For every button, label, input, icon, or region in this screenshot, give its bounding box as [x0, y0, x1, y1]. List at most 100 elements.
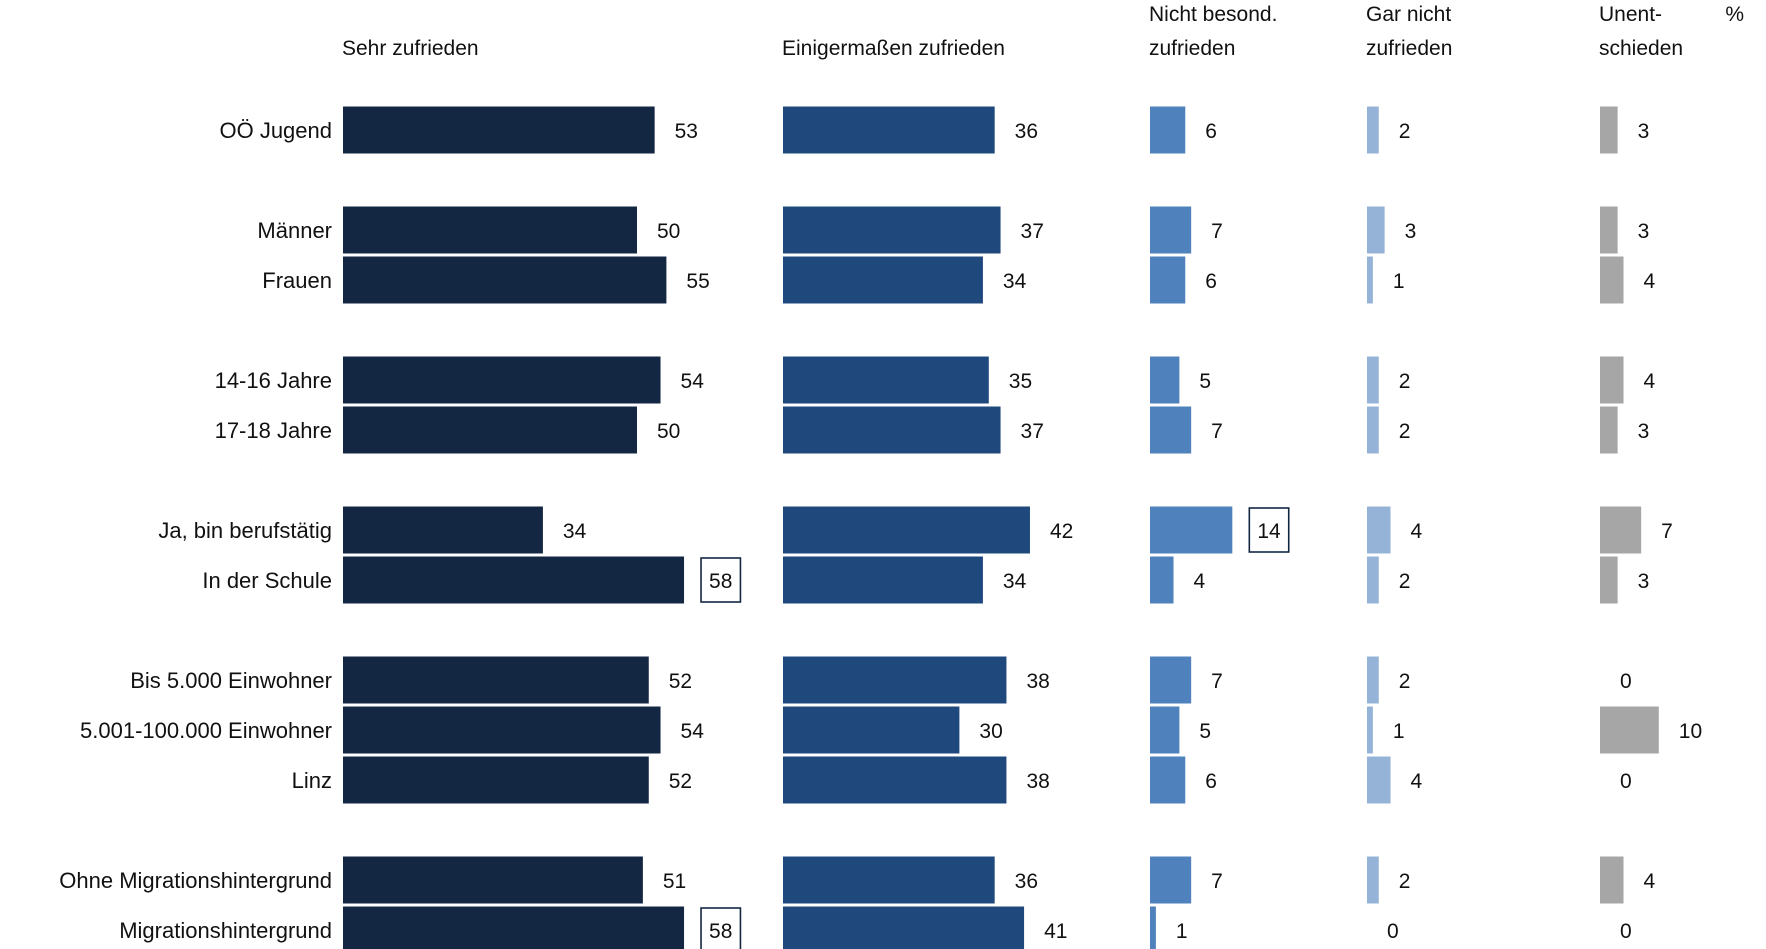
- bar-unentschieden-14-16-jahre: [1600, 356, 1624, 404]
- value-label-sehr-zufrieden-14-16-jahre: 54: [681, 370, 705, 393]
- row-label-17-18-jahre: 17-18 Jahre: [215, 418, 332, 443]
- value-label-nicht-besond-zufrieden-14-16-jahre: 5: [1199, 370, 1211, 393]
- bar-nicht-besond-zufrieden-linz: [1150, 756, 1186, 804]
- value-label-gar-nicht-zufrieden-ooe-jugend: 2: [1399, 120, 1411, 143]
- row-labels: OÖ Jugend Männer Frauen 14-16 Jahre 17-18 Ja…: [59, 118, 332, 943]
- bar-nicht-besond-zufrieden-maenner: [1150, 206, 1192, 254]
- value-label-einigermassen-zufrieden-migrationshintergrund: 41: [1044, 920, 1067, 943]
- bar-nicht-besond-zufrieden-bis-5-000-einwohner: [1150, 656, 1192, 704]
- value-label-gar-nicht-zufrieden-in-der-schule: 2: [1399, 570, 1411, 593]
- value-label-sehr-zufrieden-in-der-schule: 58: [709, 570, 732, 593]
- value-label-gar-nicht-zufrieden-frauen: 1: [1393, 270, 1405, 293]
- bar-nicht-besond-zufrieden-ja-bin-berufstaetig: [1150, 506, 1233, 554]
- bar-nicht-besond-zufrieden-ohne-migrationshintergrund: [1150, 856, 1192, 904]
- bar-einigermassen-zufrieden-migrationshintergrund: [783, 906, 1025, 949]
- bar-gar-nicht-zufrieden-ooe-jugend: [1367, 106, 1379, 154]
- row-label-5-001-100-000-einwohner: 5.001-100.000 Einwohner: [80, 718, 332, 743]
- value-label-unentschieden-14-16-jahre: 4: [1644, 370, 1656, 393]
- column-header-einigermassen-zufrieden-line-1: Einigermaßen zufrieden: [782, 37, 1005, 60]
- bar-sehr-zufrieden-14-16-jahre: [343, 356, 661, 404]
- bar-nicht-besond-zufrieden-17-18-jahre: [1150, 406, 1192, 454]
- bar-einigermassen-zufrieden-in-der-schule: [783, 556, 983, 604]
- value-label-sehr-zufrieden-ooe-jugend: 53: [675, 120, 698, 143]
- row-label-ja-bin-berufstaetig: Ja, bin berufstätig: [158, 518, 332, 543]
- bar-nicht-besond-zufrieden-5-001-100-000-einwohner: [1150, 706, 1180, 754]
- bar-unentschieden-5-001-100-000-einwohner: [1600, 706, 1659, 754]
- bar-einigermassen-zufrieden-ja-bin-berufstaetig: [783, 506, 1030, 554]
- column-header-nicht-besond-zufrieden-line-2: zufrieden: [1149, 37, 1235, 60]
- bar-einigermassen-zufrieden-bis-5-000-einwohner: [783, 656, 1007, 704]
- highlight-box-sehr-zufrieden-migrationshintergrund: [700, 907, 742, 949]
- row-label-linz: Linz: [292, 768, 332, 793]
- value-label-gar-nicht-zufrieden-ja-bin-berufstaetig: 4: [1411, 520, 1423, 543]
- bar-gar-nicht-zufrieden-17-18-jahre: [1367, 406, 1379, 454]
- value-label-gar-nicht-zufrieden-17-18-jahre: 2: [1399, 420, 1411, 443]
- bar-gar-nicht-zufrieden-5-001-100-000-einwohner: [1367, 706, 1373, 754]
- value-label-unentschieden-linz: 0: [1620, 770, 1632, 793]
- bar-einigermassen-zufrieden-frauen: [783, 256, 983, 304]
- column-header-unentschieden-line-1: Unent-: [1599, 3, 1662, 26]
- unit-label: %: [1725, 3, 1744, 26]
- bar-sehr-zufrieden-in-der-schule: [343, 556, 685, 604]
- row-label-ohne-migrationshintergrund: Ohne Migrationshintergrund: [59, 868, 332, 893]
- highlight-box-sehr-zufrieden-in-der-schule: [700, 557, 742, 603]
- value-label-gar-nicht-zufrieden-linz: 4: [1411, 770, 1423, 793]
- bar-nicht-besond-zufrieden-ooe-jugend: [1150, 106, 1186, 154]
- highlight-box-nicht-besond-zufrieden-ja-bin-berufstaetig: [1248, 507, 1290, 553]
- bar-sehr-zufrieden-linz: [343, 756, 649, 804]
- value-label-nicht-besond-zufrieden-bis-5-000-einwohner: 7: [1211, 670, 1223, 693]
- bar-gar-nicht-zufrieden-frauen: [1367, 256, 1373, 304]
- bar-sehr-zufrieden-bis-5-000-einwohner: [343, 656, 649, 704]
- bar-unentschieden-ohne-migrationshintergrund: [1600, 856, 1624, 904]
- column-header-gar-nicht-zufrieden-line-2: zufrieden: [1366, 37, 1452, 60]
- bar-sehr-zufrieden-17-18-jahre: [343, 406, 637, 454]
- value-label-nicht-besond-zufrieden-migrationshintergrund: 1: [1176, 920, 1188, 943]
- row-label-migrationshintergrund: Migrationshintergrund: [119, 918, 332, 943]
- value-label-einigermassen-zufrieden-5-001-100-000-einwohner: 30: [979, 720, 1002, 743]
- value-label-sehr-zufrieden-17-18-jahre: 50: [657, 420, 680, 443]
- bar-unentschieden-17-18-jahre: [1600, 406, 1618, 454]
- bar-sehr-zufrieden-ohne-migrationshintergrund: [343, 856, 643, 904]
- value-label-unentschieden-migrationshintergrund: 0: [1620, 920, 1632, 943]
- bar-einigermassen-zufrieden-ohne-migrationshintergrund: [783, 856, 995, 904]
- value-label-sehr-zufrieden-ja-bin-berufstaetig: 34: [563, 520, 587, 543]
- row-label-14-16-jahre: 14-16 Jahre: [215, 368, 332, 393]
- value-label-gar-nicht-zufrieden-ohne-migrationshintergrund: 2: [1399, 870, 1411, 893]
- column-header-gar-nicht-zufrieden-line-1: Gar nicht: [1366, 3, 1451, 26]
- value-label-einigermassen-zufrieden-ooe-jugend: 36: [1015, 120, 1038, 143]
- value-label-nicht-besond-zufrieden-maenner: 7: [1211, 220, 1223, 243]
- bar-sehr-zufrieden-ja-bin-berufstaetig: [343, 506, 543, 554]
- value-label-einigermassen-zufrieden-in-der-schule: 34: [1003, 570, 1027, 593]
- value-label-einigermassen-zufrieden-17-18-jahre: 37: [1021, 420, 1044, 443]
- value-label-unentschieden-17-18-jahre: 3: [1638, 420, 1650, 443]
- row-label-in-der-schule: In der Schule: [202, 568, 332, 593]
- column-header-unentschieden-line-2: schieden: [1599, 37, 1683, 60]
- bar-einigermassen-zufrieden-ooe-jugend: [783, 106, 995, 154]
- bar-gar-nicht-zufrieden-ohne-migrationshintergrund: [1367, 856, 1379, 904]
- value-label-einigermassen-zufrieden-maenner: 37: [1021, 220, 1044, 243]
- bar-gar-nicht-zufrieden-linz: [1367, 756, 1391, 804]
- value-label-einigermassen-zufrieden-ja-bin-berufstaetig: 42: [1050, 520, 1073, 543]
- bar-sehr-zufrieden-maenner: [343, 206, 637, 254]
- bar-unentschieden-in-der-schule: [1600, 556, 1618, 604]
- bar-unentschieden-ja-bin-berufstaetig: [1600, 506, 1642, 554]
- bar-nicht-besond-zufrieden-frauen: [1150, 256, 1186, 304]
- value-label-einigermassen-zufrieden-ohne-migrationshintergrund: 36: [1015, 870, 1038, 893]
- bar-einigermassen-zufrieden-linz: [783, 756, 1007, 804]
- value-label-gar-nicht-zufrieden-maenner: 3: [1405, 220, 1417, 243]
- value-label-gar-nicht-zufrieden-migrationshintergrund: 0: [1387, 920, 1399, 943]
- bar-sehr-zufrieden-5-001-100-000-einwohner: [343, 706, 661, 754]
- row-label-maenner: Männer: [257, 218, 332, 243]
- value-label-gar-nicht-zufrieden-5-001-100-000-einwohner: 1: [1393, 720, 1405, 743]
- value-label-unentschieden-in-der-schule: 3: [1638, 570, 1650, 593]
- bar-unentschieden-maenner: [1600, 206, 1618, 254]
- value-label-unentschieden-5-001-100-000-einwohner: 10: [1679, 720, 1702, 743]
- bar-unentschieden-ooe-jugend: [1600, 106, 1618, 154]
- bar-gar-nicht-zufrieden-14-16-jahre: [1367, 356, 1379, 404]
- value-label-sehr-zufrieden-bis-5-000-einwohner: 52: [669, 670, 692, 693]
- value-label-sehr-zufrieden-migrationshintergrund: 58: [709, 920, 732, 943]
- bar-nicht-besond-zufrieden-14-16-jahre: [1150, 356, 1180, 404]
- value-label-einigermassen-zufrieden-frauen: 34: [1003, 270, 1027, 293]
- value-label-sehr-zufrieden-maenner: 50: [657, 220, 680, 243]
